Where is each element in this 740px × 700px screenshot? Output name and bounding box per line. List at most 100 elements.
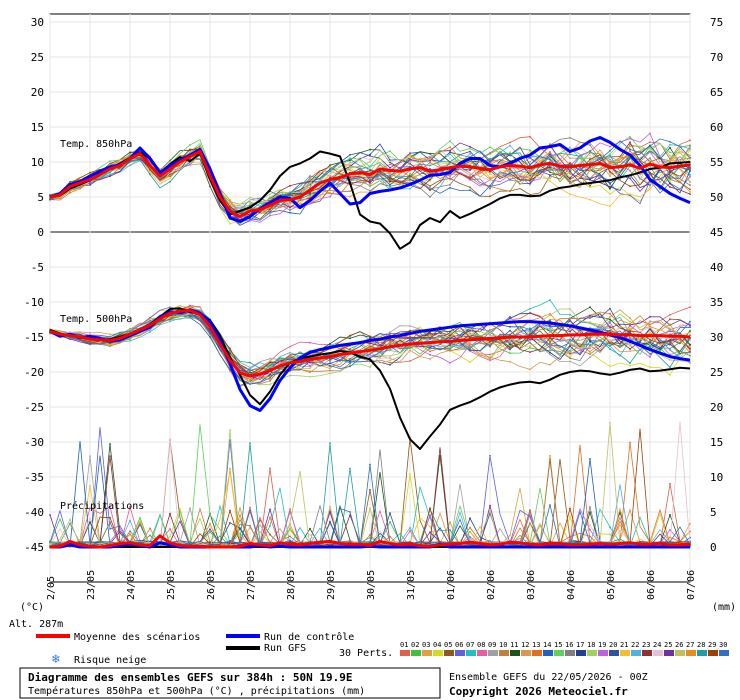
member-point (229, 199, 231, 202)
pert-number: 08 (477, 641, 485, 649)
member-point (469, 163, 471, 165)
member-point (349, 541, 351, 543)
member-point (589, 458, 591, 460)
member-point (429, 358, 431, 360)
member-point (469, 334, 471, 337)
member-point (549, 353, 551, 356)
x-tick-label: 26/05 (206, 570, 217, 600)
member-point (569, 317, 571, 320)
member-point (209, 513, 211, 516)
member-point (629, 141, 631, 144)
member-point (349, 176, 351, 179)
member-point (429, 336, 431, 339)
member-point (409, 360, 411, 362)
member-point (349, 337, 351, 340)
member-point (529, 345, 531, 348)
member-point (589, 144, 591, 147)
member-point (189, 158, 191, 161)
pert-number: 20 (609, 641, 617, 649)
member-point (649, 328, 651, 331)
member-point (549, 171, 551, 174)
member-point (209, 336, 211, 338)
member-point (269, 508, 271, 511)
member-point (249, 442, 251, 444)
snowflake-icon: ❄ (51, 652, 60, 667)
footer-title: Diagramme des ensembles GEFS sur 384h : … (28, 671, 353, 684)
member-point (269, 467, 271, 470)
member-point (629, 323, 631, 325)
member-point (649, 145, 651, 148)
member-point (589, 344, 591, 346)
member-point (69, 337, 71, 340)
member-point (329, 364, 331, 367)
member-point (409, 158, 411, 161)
right-tick-label: 45 (710, 226, 723, 239)
member-point (569, 136, 571, 139)
member-point (449, 186, 451, 189)
member-point (429, 332, 431, 335)
pert-number: 07 (466, 641, 474, 649)
member-point (129, 339, 131, 342)
member-point (349, 195, 351, 198)
left-axis-unit: (°C) (20, 602, 44, 613)
legend-snow-label: Risque neige (74, 655, 146, 666)
member-point (569, 157, 571, 160)
member-point (469, 189, 471, 192)
member-point (329, 520, 331, 523)
member-point (269, 516, 271, 519)
pert-number: 28 (697, 641, 705, 649)
member-point (269, 361, 271, 364)
member-point (689, 354, 691, 357)
member-point (429, 157, 431, 159)
pert-number: 18 (587, 641, 595, 649)
member-point (109, 333, 111, 336)
member-point (569, 343, 571, 346)
pert-swatch (433, 650, 443, 656)
member-point (129, 530, 131, 532)
member-point (429, 347, 431, 350)
member-point (689, 331, 691, 334)
member-point (269, 524, 271, 527)
member-point (669, 323, 671, 326)
member-point (569, 341, 571, 344)
member-point (189, 507, 191, 510)
member-point (509, 346, 511, 349)
member-point (269, 198, 271, 201)
member-point (249, 200, 251, 203)
member-point (509, 175, 511, 178)
footer-copyright: Copyright 2026 Meteociel.fr (449, 685, 628, 698)
member-point (489, 187, 491, 190)
member-point (289, 211, 291, 214)
member-point (689, 346, 691, 349)
member-point (149, 329, 151, 332)
member-point (629, 185, 631, 188)
member-point (129, 328, 131, 331)
member-point (389, 175, 391, 178)
member-point (329, 195, 331, 198)
member-point (109, 175, 111, 178)
member-point (409, 172, 411, 175)
member-point (49, 193, 51, 196)
member-point (89, 343, 91, 345)
member-point (129, 154, 131, 157)
member-point (89, 521, 91, 524)
member-point (229, 470, 231, 473)
legend-mean-label: Moyenne des scénarios (74, 631, 200, 643)
member-point (609, 348, 611, 350)
member-point (389, 364, 391, 366)
member-point (229, 429, 231, 431)
member-point (429, 152, 431, 155)
member-point (249, 202, 251, 205)
member-point (309, 175, 311, 177)
member-point (409, 347, 411, 350)
member-point (689, 139, 691, 142)
member-point (529, 164, 531, 167)
member-point (349, 511, 351, 513)
member-point (609, 205, 611, 208)
member-point (389, 163, 391, 166)
member-point (349, 467, 351, 470)
member-point (429, 525, 431, 528)
member-point (149, 319, 151, 322)
member-point (489, 178, 491, 181)
member-point (409, 156, 411, 159)
